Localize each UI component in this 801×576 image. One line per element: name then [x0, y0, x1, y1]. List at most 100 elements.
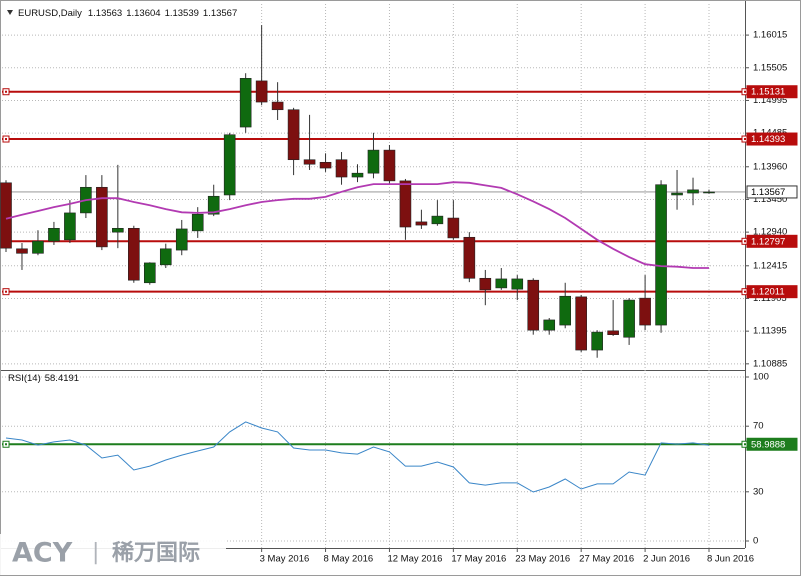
- candle-body: [207, 195, 220, 215]
- y-tick-label: 1.11395: [753, 326, 787, 337]
- candle-body: [639, 297, 651, 326]
- y-tick-label: 1.10885: [753, 358, 787, 369]
- low: 1.13539: [165, 8, 199, 19]
- candle-body: [479, 277, 492, 291]
- candle-body: [32, 240, 44, 254]
- watermark-bg: [0, 534, 226, 575]
- candle-body: [16, 248, 28, 254]
- price-label-box: [746, 285, 798, 299]
- watermark-name: 稀万国际: [112, 540, 200, 566]
- candle-body: [319, 161, 332, 169]
- level-handle-dot: [744, 240, 746, 243]
- level-handle-dot: [744, 443, 746, 446]
- level-handle-dot: [5, 138, 7, 141]
- x-tick-label: 8 May 2016: [324, 554, 374, 565]
- high: 1.13604: [126, 8, 160, 19]
- x-tick-label: 17 May 2016: [451, 554, 506, 565]
- rsi-header: RSI(14) 58.4191: [8, 373, 79, 384]
- watermark-brand: ACY: [12, 538, 73, 569]
- x-tick-label: 12 May 2016: [387, 554, 442, 565]
- candle-body: [447, 217, 460, 239]
- candle-body: [687, 189, 699, 194]
- candle-body: [239, 78, 252, 128]
- price-label: 58.9888: [751, 439, 785, 450]
- rsi-value: 58.4191: [45, 373, 79, 384]
- y-tick-label: 0: [753, 536, 758, 547]
- candle-body: [463, 236, 476, 279]
- x-tick-label: 23 May 2016: [515, 554, 570, 565]
- rsi-line: [5, 421, 710, 493]
- price-label-box: [746, 185, 798, 199]
- candle-body: [399, 180, 412, 228]
- level-handle-dot: [5, 90, 7, 93]
- candle-body: [351, 172, 364, 178]
- y-tick-label: 1.12415: [753, 260, 787, 271]
- plot-layer: 3 May 2016 8 May 2016 12 May 2016 17 May 20…: [0, 4, 798, 565]
- candle-body: [527, 279, 540, 331]
- candle-body: [271, 101, 284, 111]
- candle-body: [607, 330, 619, 335]
- x-tick-label: 8 Jun 2016: [707, 554, 754, 565]
- level-handle-dot: [744, 290, 746, 293]
- open: 1.13563: [88, 8, 122, 19]
- level-handle-dot: [744, 138, 746, 141]
- candle-body: [575, 296, 587, 351]
- rsi-title: RSI(14): [8, 373, 41, 384]
- y-tick-label: 1.11905: [753, 293, 787, 304]
- y-tick-label: 1.12940: [753, 227, 787, 238]
- candle-body: [703, 191, 715, 194]
- candle-body: [64, 212, 76, 241]
- candle-body: [623, 299, 635, 338]
- x-tick-label: 27 May 2016: [579, 554, 634, 565]
- candle-body: [559, 295, 572, 326]
- symbol: EURUSD,Daily: [18, 8, 82, 19]
- candle-body: [48, 227, 60, 242]
- candle-body: [303, 159, 316, 165]
- y-tick-label: 70: [753, 421, 764, 432]
- candle-body: [0, 182, 12, 249]
- candle-body: [255, 80, 268, 103]
- candle-body: [112, 227, 124, 233]
- price-label: 1.15131: [751, 87, 785, 98]
- candle-body: [287, 109, 300, 161]
- y-tick-label: 30: [753, 486, 764, 497]
- price-label: 1.12011: [751, 287, 785, 298]
- x-tick-label: 3 May 2016: [260, 554, 310, 565]
- candle-body: [495, 278, 508, 289]
- candle-body: [175, 228, 188, 251]
- level-handle-dot: [5, 443, 7, 446]
- candle-body: [335, 159, 348, 178]
- candle-body: [591, 331, 603, 351]
- candle-body: [159, 248, 172, 266]
- y-tick-label: 1.16015: [753, 30, 787, 41]
- y-tick-label: 100: [753, 372, 769, 383]
- candle-body: [543, 319, 556, 331]
- level-handle-dot: [5, 290, 7, 293]
- candle-body: [223, 134, 236, 196]
- level-handle-dot: [744, 90, 746, 93]
- price-label: 1.12797: [751, 236, 785, 247]
- price-label-box: [746, 437, 798, 451]
- candle-body: [511, 278, 524, 290]
- candle-body: [191, 213, 204, 232]
- close: 1.13567: [203, 8, 237, 19]
- price-label: 1.13567: [751, 187, 785, 198]
- moving-average: [5, 181, 709, 269]
- candle-body: [655, 184, 667, 326]
- header: EURUSD,Daily 1.13563 1.13604 1.13539 1.13567: [18, 8, 237, 19]
- candle-body: [96, 186, 108, 248]
- price-label-box: [746, 234, 798, 248]
- watermark-separator: |: [92, 540, 99, 565]
- candle-body: [143, 262, 156, 284]
- price-label: 1.14393: [751, 134, 785, 145]
- candle-body: [415, 221, 428, 226]
- y-tick-label: 1.13960: [753, 161, 787, 172]
- menu-arrow[interactable]: [7, 10, 13, 15]
- x-tick-label: 2 Jun 2016: [643, 554, 690, 565]
- price-label-box: [746, 132, 798, 146]
- y-tick-label: 1.14995: [753, 95, 787, 106]
- price-label-box: [746, 85, 798, 99]
- y-tick-label: 1.13450: [753, 194, 787, 205]
